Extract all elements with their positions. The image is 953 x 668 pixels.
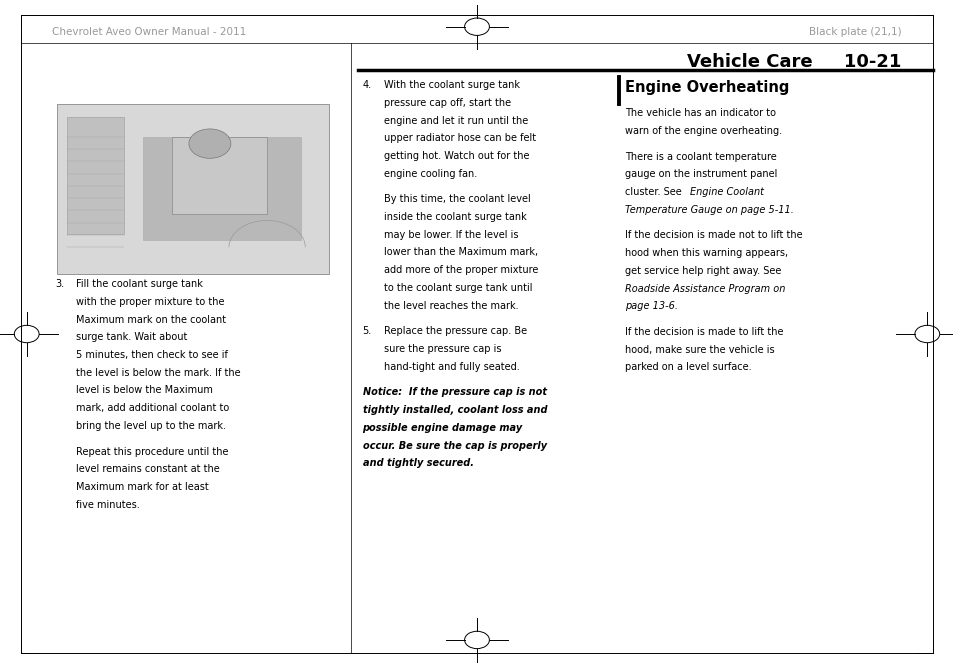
Text: and tightly secured.: and tightly secured.	[362, 458, 473, 468]
Text: 4.: 4.	[362, 80, 372, 90]
Text: inside the coolant surge tank: inside the coolant surge tank	[383, 212, 526, 222]
Text: getting hot. Watch out for the: getting hot. Watch out for the	[383, 151, 529, 161]
Circle shape	[189, 129, 231, 158]
Text: level is below the Maximum: level is below the Maximum	[76, 385, 213, 395]
Text: engine and let it run until the: engine and let it run until the	[383, 116, 527, 126]
Bar	[143, 137, 300, 240]
Text: level remains constant at the: level remains constant at the	[76, 464, 220, 474]
Text: Notice:  If the pressure cap is not: Notice: If the pressure cap is not	[362, 387, 546, 397]
Text: five minutes.: five minutes.	[76, 500, 140, 510]
Text: tightly installed, coolant loss and: tightly installed, coolant loss and	[362, 405, 546, 415]
Text: hood when this warning appears,: hood when this warning appears,	[624, 248, 787, 258]
Text: Vehicle Care     10-21: Vehicle Care 10-21	[686, 53, 901, 71]
Text: The vehicle has an indicator to: The vehicle has an indicator to	[624, 108, 775, 118]
Text: possible engine damage may: possible engine damage may	[362, 423, 522, 433]
Text: mark, add additional coolant to: mark, add additional coolant to	[76, 403, 230, 413]
Text: 5.: 5.	[362, 327, 372, 336]
Text: warn of the engine overheating.: warn of the engine overheating.	[624, 126, 781, 136]
Text: With the coolant surge tank: With the coolant surge tank	[383, 80, 519, 90]
Bar	[57, 104, 329, 274]
Text: hood, make sure the vehicle is: hood, make sure the vehicle is	[624, 345, 774, 355]
Text: If the decision is made to lift the: If the decision is made to lift the	[624, 327, 782, 337]
Text: Chevrolet Aveo Owner Manual - 2011: Chevrolet Aveo Owner Manual - 2011	[52, 27, 247, 37]
Text: the level is below the mark. If the: the level is below the mark. If the	[76, 367, 241, 377]
Text: Fill the coolant surge tank: Fill the coolant surge tank	[76, 279, 203, 289]
Text: Maximum mark on the coolant: Maximum mark on the coolant	[76, 315, 226, 325]
Text: Repeat this procedure until the: Repeat this procedure until the	[76, 447, 229, 456]
Text: occur. Be sure the cap is properly: occur. Be sure the cap is properly	[362, 441, 546, 450]
Text: engine cooling fan.: engine cooling fan.	[383, 168, 476, 178]
Text: surge tank. Wait about: surge tank. Wait about	[76, 333, 188, 342]
Text: Replace the pressure cap. Be: Replace the pressure cap. Be	[383, 327, 526, 336]
Text: Temperature Gauge on page 5-11.: Temperature Gauge on page 5-11.	[624, 205, 793, 214]
Text: Maximum mark for at least: Maximum mark for at least	[76, 482, 209, 492]
Text: Black plate (21,1): Black plate (21,1)	[808, 27, 901, 37]
Text: pressure cap off, start the: pressure cap off, start the	[383, 98, 510, 108]
Text: gauge on the instrument panel: gauge on the instrument panel	[624, 169, 777, 179]
Text: sure the pressure cap is: sure the pressure cap is	[383, 344, 500, 354]
Text: add more of the proper mixture: add more of the proper mixture	[383, 265, 537, 275]
Text: upper radiator hose can be felt: upper radiator hose can be felt	[383, 133, 535, 143]
Text: cluster. See: cluster. See	[624, 187, 684, 197]
Text: with the proper mixture to the: with the proper mixture to the	[76, 297, 225, 307]
Text: If the decision is made not to lift the: If the decision is made not to lift the	[624, 230, 801, 240]
Text: parked on a level surface.: parked on a level surface.	[624, 363, 751, 372]
Text: get service help right away. See: get service help right away. See	[624, 266, 781, 276]
Text: 5 minutes, then check to see if: 5 minutes, then check to see if	[76, 350, 228, 360]
Text: may be lower. If the level is: may be lower. If the level is	[383, 230, 517, 240]
Text: Engine Overheating: Engine Overheating	[624, 80, 788, 95]
Text: lower than the Maximum mark,: lower than the Maximum mark,	[383, 248, 537, 257]
Bar	[67, 117, 124, 234]
Bar	[172, 137, 267, 214]
Text: By this time, the coolant level: By this time, the coolant level	[383, 194, 530, 204]
Text: hand-tight and fully seated.: hand-tight and fully seated.	[383, 362, 518, 371]
Text: 3.: 3.	[55, 279, 65, 289]
Text: page 13-6.: page 13-6.	[624, 301, 678, 311]
Text: Engine Coolant: Engine Coolant	[689, 187, 763, 197]
Text: Roadside Assistance Program on: Roadside Assistance Program on	[624, 284, 784, 293]
Text: to the coolant surge tank until: to the coolant surge tank until	[383, 283, 532, 293]
Text: There is a coolant temperature: There is a coolant temperature	[624, 152, 776, 162]
Text: bring the level up to the mark.: bring the level up to the mark.	[76, 421, 226, 431]
Text: the level reaches the mark.: the level reaches the mark.	[383, 301, 517, 311]
